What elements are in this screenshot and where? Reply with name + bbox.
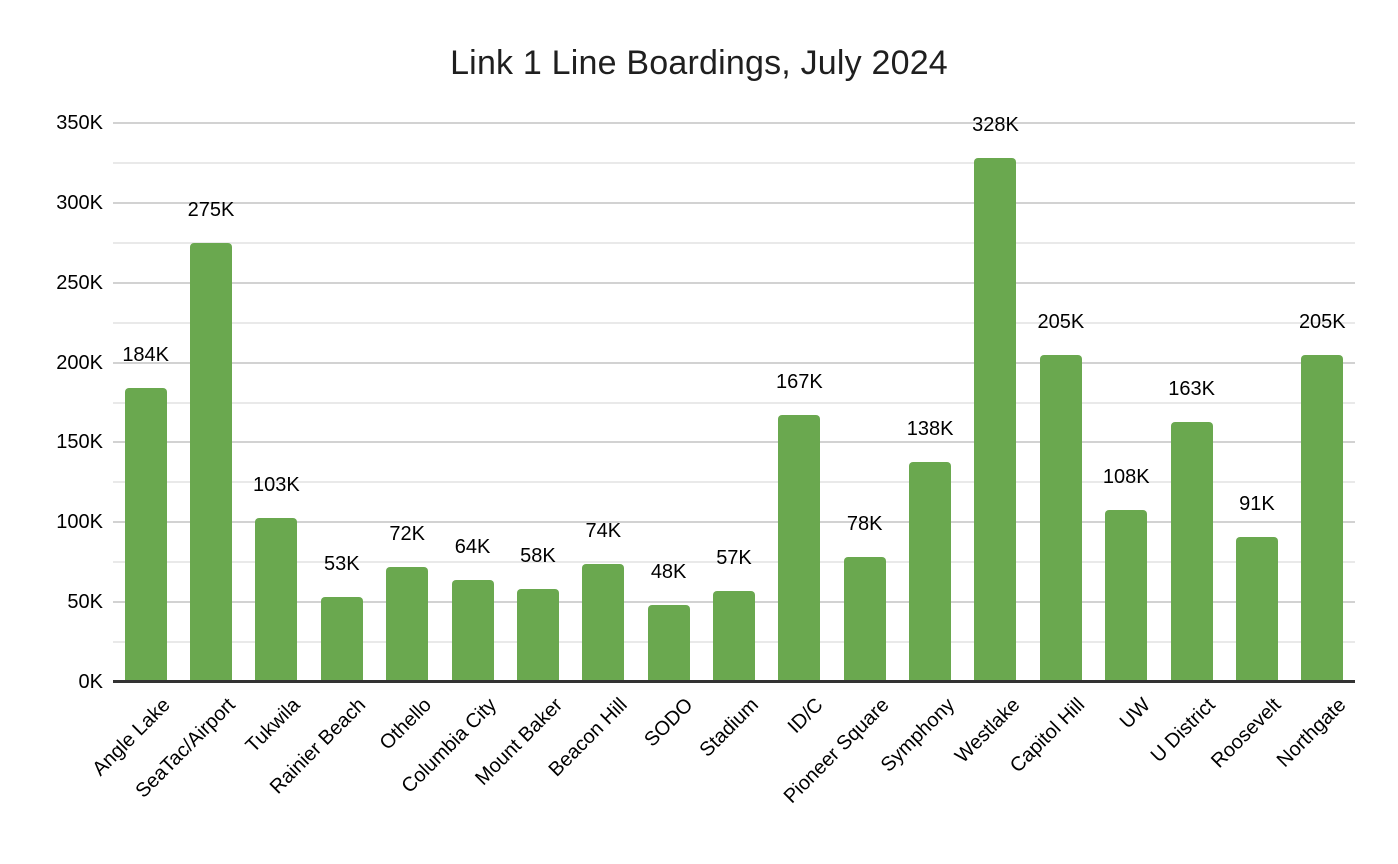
bar-rainier-beach[interactable] xyxy=(320,597,363,682)
bar-slot: 103K xyxy=(244,123,309,682)
bar-slot: 78K xyxy=(832,123,897,682)
bar-value-label: 91K xyxy=(1239,492,1275,515)
chart-title: Link 1 Line Boardings, July 2024 xyxy=(450,44,948,82)
gridline-major xyxy=(113,281,1355,284)
bar-slot: 58K xyxy=(505,123,570,682)
x-axis-line xyxy=(113,680,1355,683)
bar-value-label: 103K xyxy=(253,473,300,496)
gridline-minor xyxy=(113,401,1355,404)
bar-tukwila[interactable] xyxy=(255,517,298,682)
gridline-minor xyxy=(113,241,1355,244)
bar-slot: 53K xyxy=(309,123,374,682)
bar-uw[interactable] xyxy=(1105,509,1148,682)
x-tick-label: Stadium xyxy=(695,694,763,762)
plot-area: 184K 275K 103K 53K 72K 64K 58K 74K 48K 57K 167K 78K… xyxy=(113,114,1355,683)
bar-slot: 275K xyxy=(178,123,243,682)
bar-id-c[interactable] xyxy=(778,415,821,682)
x-axis-labels: Angle Lake SeaTac/Airport Tukwila Rainier B… xyxy=(88,694,1355,864)
bar-stadium[interactable] xyxy=(712,590,755,682)
bar-slot: 48K xyxy=(636,123,701,682)
bar-northgate[interactable] xyxy=(1301,354,1344,682)
bar-value-label: 53K xyxy=(323,553,360,576)
gridline-minor xyxy=(113,561,1355,564)
gridline-minor xyxy=(113,481,1355,484)
y-tick-label: 0K xyxy=(78,671,103,693)
bar-othello[interactable] xyxy=(386,567,429,682)
bar-slot: 205K xyxy=(1290,123,1355,682)
bar-slot: 91K xyxy=(1224,123,1289,682)
x-tick-label: SODO xyxy=(639,694,698,752)
bar-slot: 184K xyxy=(113,123,178,682)
bar-value-label: 57K xyxy=(716,546,752,569)
bar-slot: 205K xyxy=(1028,123,1093,682)
bar-value-label: 205K xyxy=(1298,310,1346,333)
gridline-major xyxy=(113,201,1355,204)
bar-value-label: 138K xyxy=(906,417,954,440)
bar-capitol-hill[interactable] xyxy=(1039,354,1082,682)
x-tick-label: Roosevelt xyxy=(1207,694,1286,773)
bar-slot: 108K xyxy=(1094,123,1159,682)
bar-slot: 64K xyxy=(440,123,505,682)
bar-slot: 328K xyxy=(963,114,1028,682)
bar-value-label: 78K xyxy=(846,513,883,536)
gridline-major xyxy=(113,361,1355,364)
bar-slot: 74K xyxy=(571,123,636,682)
x-tick-label: Tukwila xyxy=(241,694,305,757)
y-tick-label: 100K xyxy=(56,511,103,534)
bar-sodo[interactable] xyxy=(647,605,690,682)
y-axis-labels: 0K 50K 100K 150K 200K 250K 300K 350K xyxy=(0,113,103,692)
gridline-major xyxy=(113,122,1355,124)
bar-value-label: 72K xyxy=(389,523,425,546)
bar-columbia-city[interactable] xyxy=(451,579,494,682)
bar-value-label: 275K xyxy=(187,198,235,221)
bar-u-district[interactable] xyxy=(1170,421,1213,682)
bar-mount-baker[interactable] xyxy=(516,589,559,682)
bar-value-label: 163K xyxy=(1168,377,1215,400)
bar-value-label: 74K xyxy=(585,519,622,542)
bar-slot: 138K xyxy=(897,123,962,682)
bar-westlake[interactable] xyxy=(974,158,1017,682)
bar-angle-lake[interactable] xyxy=(124,388,167,682)
bar-value-label: 184K xyxy=(122,344,170,367)
gridline-minor xyxy=(113,161,1355,164)
bar-slot: 72K xyxy=(374,123,439,682)
bar-roosevelt[interactable] xyxy=(1235,536,1278,682)
y-tick-label: 350K xyxy=(56,112,103,134)
bar-value-label: 205K xyxy=(1037,310,1085,333)
bar-beacon-hill[interactable] xyxy=(582,563,625,682)
gridline-minor xyxy=(113,321,1355,324)
bar-pioneer-square[interactable] xyxy=(843,557,886,682)
bar-symphony[interactable] xyxy=(909,461,952,682)
bar-slot: 57K xyxy=(701,123,766,682)
x-tick-label: UW xyxy=(1115,694,1155,734)
bar-slot: 167K xyxy=(767,123,832,682)
bar-value-label: 328K xyxy=(972,114,1019,137)
y-tick-label: 300K xyxy=(56,191,103,214)
x-tick-label: Northgate xyxy=(1273,694,1351,772)
y-tick-label: 50K xyxy=(67,591,103,614)
bar-slot: 163K xyxy=(1159,123,1224,682)
x-tick-label: Othello xyxy=(375,694,436,755)
bar-seatac-airport[interactable] xyxy=(190,242,233,682)
gridline-major xyxy=(113,441,1355,444)
y-tick-label: 250K xyxy=(56,271,103,294)
y-tick-label: 200K xyxy=(56,351,103,374)
bar-value-label: 48K xyxy=(650,561,687,584)
bar-value-label: 58K xyxy=(520,545,556,568)
gridline-major xyxy=(113,521,1355,524)
y-tick-label: 150K xyxy=(56,431,103,454)
bar-value-label: 64K xyxy=(454,535,491,558)
x-tick-label: ID/C xyxy=(784,694,828,738)
bar-value-label: 108K xyxy=(1102,465,1150,488)
bar-value-label: 167K xyxy=(775,371,823,394)
